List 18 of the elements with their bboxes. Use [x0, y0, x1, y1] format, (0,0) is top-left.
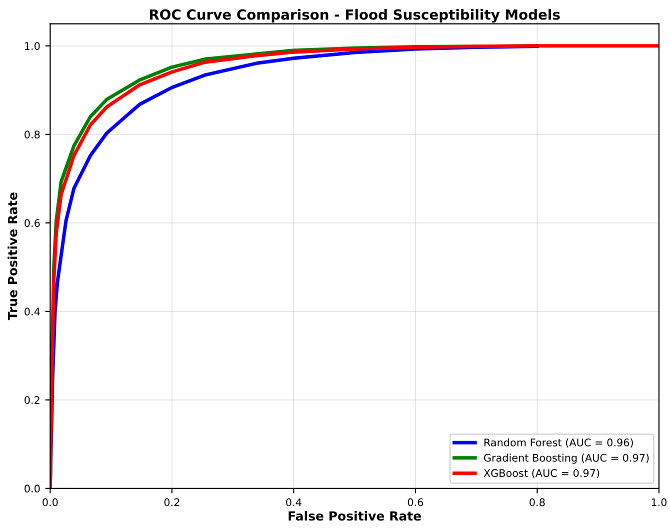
legend-label: XGBoost (AUC = 0.97) — [484, 468, 600, 478]
x-tick-label: 0.8 — [530, 498, 545, 506]
y-tick-label: 0.0 — [24, 484, 40, 493]
chart-title: ROC Curve Comparison - Flood Susceptibility Models — [150, 9, 560, 23]
y-tick-label: 0.8 — [24, 130, 40, 138]
x-tick-label: 0.2 — [164, 498, 180, 506]
y-tick-label: 1.0 — [25, 42, 40, 50]
legend-label: Random Forest (AUC = 0.96) — [484, 438, 633, 448]
x-tick-label: 0.4 — [286, 498, 302, 506]
y-tick-label: 0.6 — [24, 219, 40, 227]
y-axis-title: True Positive Rate — [8, 192, 18, 320]
x-tick-label: 0.0 — [42, 498, 58, 506]
x-tick-label: 1.0 — [652, 498, 667, 506]
legend-label: Gradient Boosting (AUC = 0.97) — [484, 454, 649, 464]
x-tick-label: 0.6 — [408, 498, 424, 506]
y-tick-label: 0.2 — [24, 396, 40, 404]
y-tick-label: 0.4 — [24, 308, 40, 316]
x-axis-title: False Positive Rate — [288, 510, 421, 521]
